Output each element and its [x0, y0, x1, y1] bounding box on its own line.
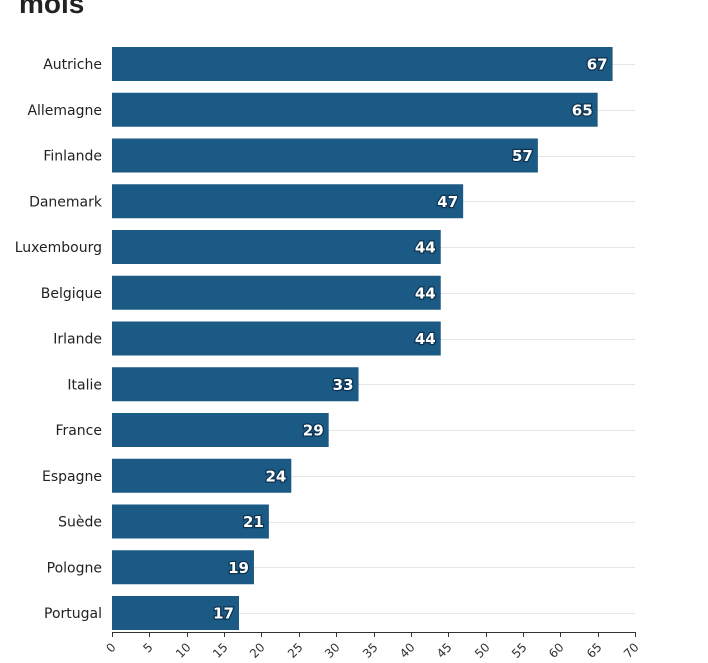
x-tick-label: 45 [434, 640, 455, 661]
data-label: 44 [415, 284, 436, 302]
category-label: Italie [67, 377, 102, 393]
x-tick-label: 25 [285, 640, 306, 661]
chart-title: mois [19, 0, 85, 19]
category-label: Espagne [42, 469, 102, 485]
bar [112, 504, 269, 539]
category-label: France [55, 423, 102, 439]
x-axis: 0 5 10 15 20 25 30 35 40 45 50 55 60 65 70 [103, 632, 642, 661]
data-label: 29 [303, 422, 324, 440]
data-label: 47 [437, 193, 458, 211]
data-label: 24 [265, 467, 286, 485]
bar [112, 184, 464, 219]
x-tick-label: 0 [103, 640, 118, 655]
bar [112, 413, 329, 447]
x-tick-label: 65 [584, 640, 605, 661]
category-label: Portugal [44, 606, 102, 622]
category-label: Finlande [43, 149, 102, 165]
data-label: 17 [213, 605, 234, 623]
category-label: Belgique [41, 286, 102, 302]
bar [112, 47, 613, 81]
data-label: 44 [415, 239, 436, 257]
bar [112, 275, 441, 310]
bar [112, 230, 441, 264]
x-tick-label: 40 [397, 640, 418, 661]
x-tick-label: 60 [546, 640, 567, 661]
bar [112, 367, 359, 402]
x-tick-label: 10 [173, 640, 194, 661]
data-label: 44 [415, 330, 436, 348]
bar [112, 550, 254, 585]
data-label: 21 [243, 513, 264, 531]
category-label: Allemagne [27, 103, 102, 119]
bar-layer [112, 47, 613, 630]
x-tick-label: 55 [509, 640, 530, 661]
data-label: 57 [512, 147, 533, 165]
x-tick-label: 15 [210, 640, 231, 661]
data-label: 19 [228, 559, 249, 577]
x-tick-label: 70 [621, 640, 642, 661]
category-label: Suède [58, 515, 102, 531]
bar [112, 321, 441, 356]
data-label: 65 [572, 101, 593, 119]
x-tick-label: 5 [140, 640, 155, 655]
bar [112, 92, 598, 127]
x-tick-label: 35 [360, 640, 381, 661]
category-label: Danemark [29, 194, 103, 210]
category-label: Irlande [53, 332, 102, 348]
data-label: 67 [587, 56, 608, 74]
data-label: 33 [333, 376, 354, 394]
category-label: Luxembourg [15, 240, 102, 256]
bar [112, 596, 240, 630]
x-tick-label: 20 [247, 640, 268, 661]
category-label: Autriche [43, 57, 102, 73]
category-label: Pologne [47, 560, 102, 576]
x-tick-label: 50 [472, 640, 493, 661]
label-layer: 67 Autriche 65 Allemagne 57 Finlande 47 Danemar… [15, 54, 609, 624]
x-tick-label: 30 [322, 640, 343, 661]
bar [112, 458, 292, 493]
bar [112, 138, 538, 173]
